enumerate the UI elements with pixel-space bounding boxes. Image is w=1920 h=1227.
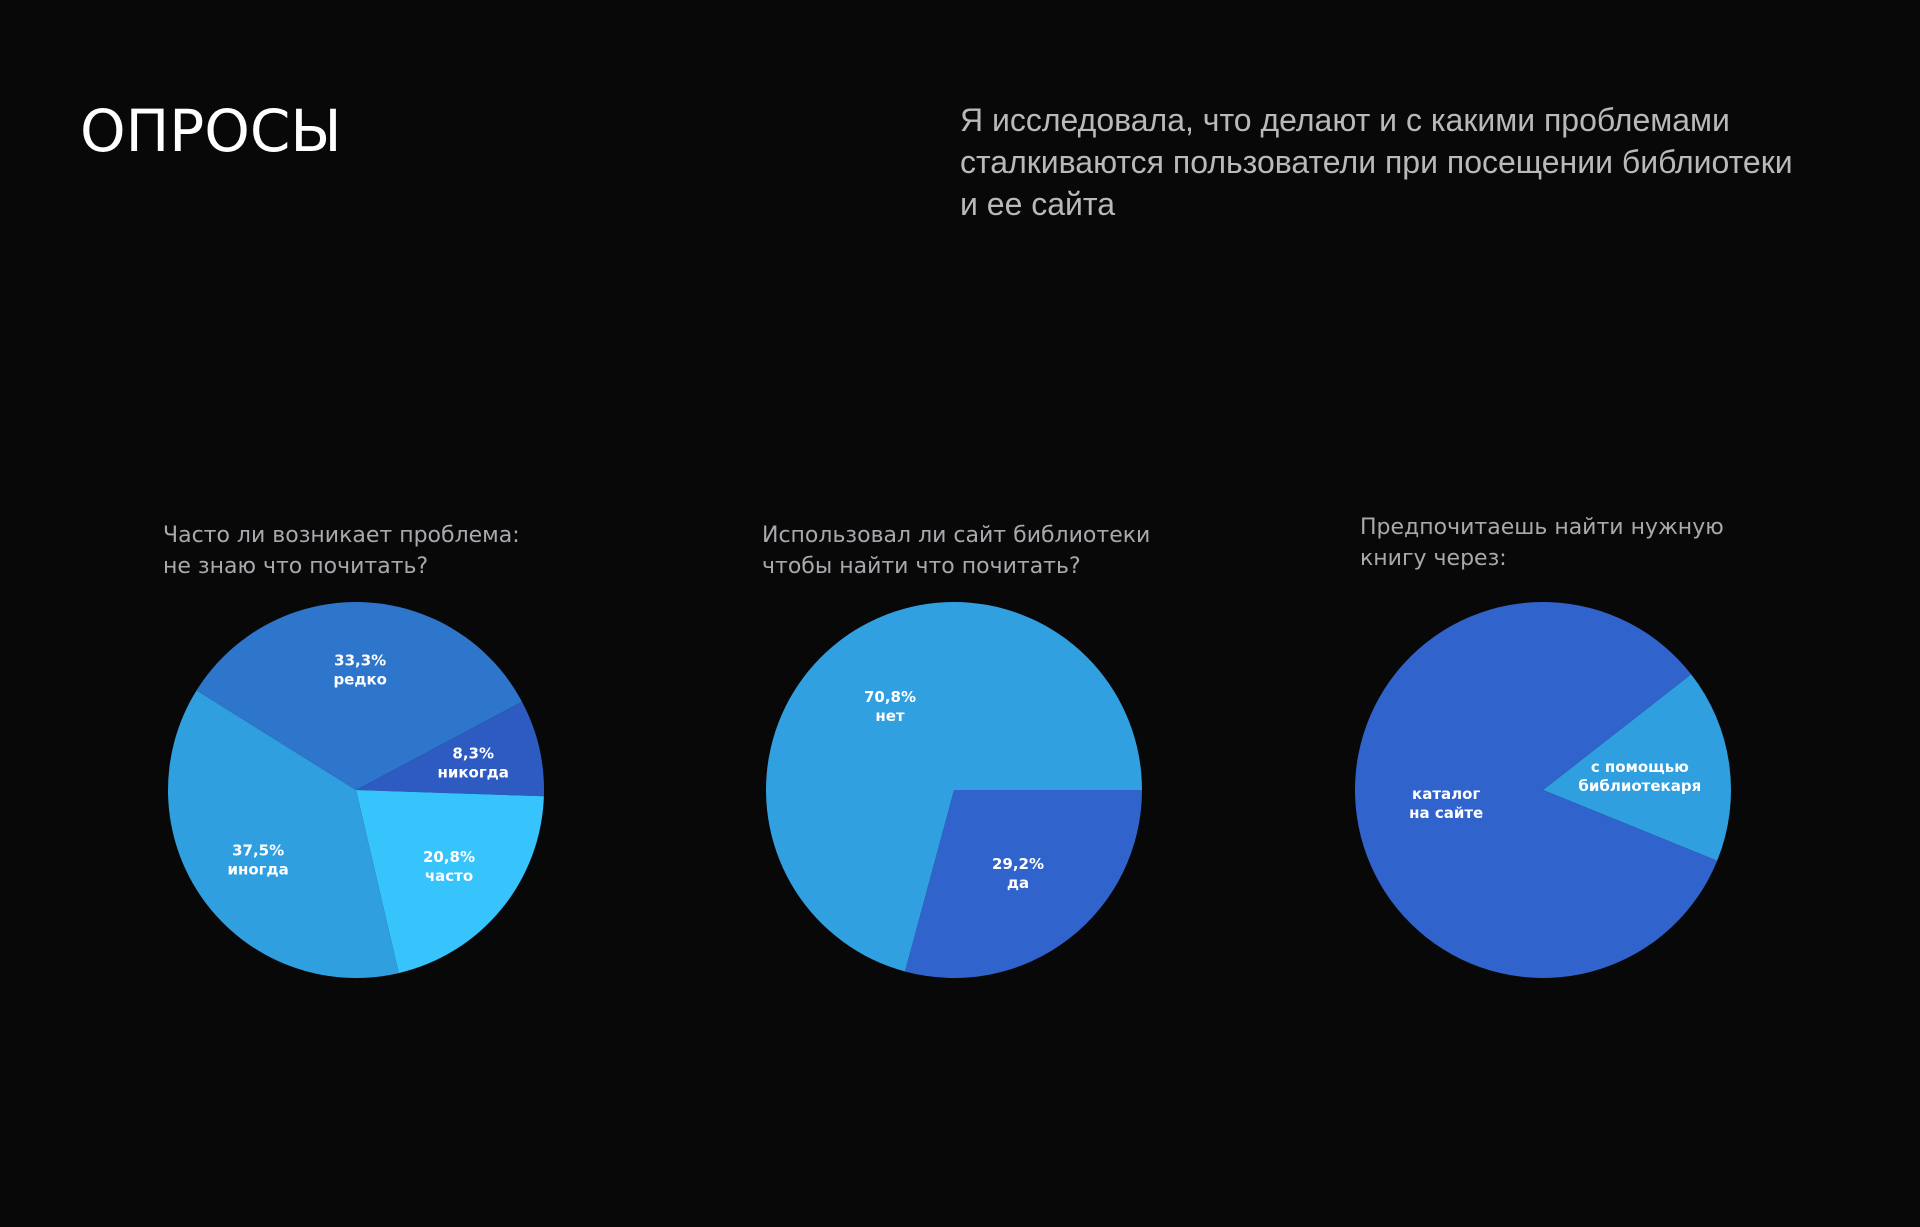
pie-slice (356, 701, 544, 797)
slice-label: с помощью библиотекаря (1578, 758, 1701, 795)
chart-3-question: Предпочитаешь найти нужную книгу через: (1360, 512, 1724, 574)
slice-label-line: 20,8% (423, 848, 475, 866)
slice-label-line: каталог (1412, 785, 1480, 803)
question-line: Использовал ли сайт библиотеки (762, 523, 1151, 548)
pie-slice (766, 602, 1142, 972)
slice-label-line: никогда (437, 763, 508, 781)
intro-line: сталкиваются пользователи при посещении … (960, 144, 1793, 180)
slice-label: 29,2% да (992, 855, 1044, 892)
question-line: чтобы найти что почитать? (762, 554, 1081, 579)
slice-label-line: 37,5% (232, 841, 284, 859)
pie-slice (167, 690, 399, 978)
slice-label-line: да (1007, 874, 1029, 892)
slice-label-line: редко (333, 670, 387, 688)
slice-label: 37,5% иногда (227, 841, 288, 878)
slice-label-line: нет (875, 707, 905, 725)
pie-chart-frequency: 8,3% никогда 20,8% часто 37,5% иногда 33,3% ред… (167, 602, 544, 978)
pie-chart-preference: с помощью библиотекаря каталог на сайте (1355, 602, 1731, 978)
slice-label-line: 70,8% (864, 688, 916, 706)
slice-label-line: с помощью (1591, 758, 1689, 776)
slice-label: 8,3% никогда (437, 744, 508, 781)
slice-label-line: 29,2% (992, 855, 1044, 873)
slice-label-line: иногда (227, 860, 288, 878)
slice-label: каталог на сайте (1409, 785, 1483, 822)
slice-label-line: на сайте (1409, 804, 1483, 822)
slice-label: 20,8% часто (423, 848, 475, 885)
slice-label-line: библиотекаря (1578, 777, 1701, 795)
pie-slice (196, 602, 522, 790)
intro-text: Я исследовала, что делают и с какими про… (960, 99, 1860, 225)
pie-slice (356, 790, 544, 974)
intro-line: и ее сайта (960, 186, 1116, 222)
question-line: Часто ли возникает проблема: (163, 523, 520, 548)
slice-label-line: 33,3% (334, 651, 386, 669)
slice-label-line: 8,3% (452, 744, 494, 762)
question-line: не знаю что почитать? (163, 554, 429, 579)
chart-1-question: Часто ли возникает проблема: не знаю что… (163, 520, 520, 582)
slice-label: 33,3% редко (333, 651, 387, 688)
slice-label-line: часто (425, 867, 473, 885)
intro-line: Я исследовала, что делают и с какими про… (960, 102, 1730, 138)
pie-slice (1355, 602, 1718, 978)
pie-slice (904, 790, 1142, 978)
page-title: ОПРОСЫ (80, 97, 342, 165)
question-line: книгу через: (1360, 546, 1507, 571)
question-line: Предпочитаешь найти нужную (1360, 515, 1724, 540)
pie-chart-site-usage: 29,2% да 70,8% нет (766, 602, 1142, 978)
pie-slice (1543, 674, 1731, 861)
chart-2-question: Использовал ли сайт библиотеки чтобы най… (762, 520, 1150, 582)
slice-label: 70,8% нет (864, 688, 916, 725)
